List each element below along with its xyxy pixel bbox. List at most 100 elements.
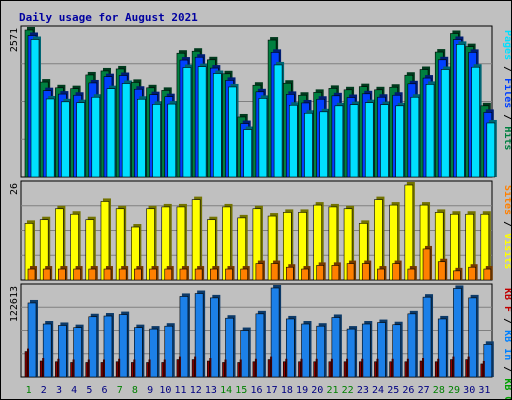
legend-entry-hits-files-pages-3: / bbox=[502, 108, 512, 126]
bar-sites-20 bbox=[316, 265, 324, 281]
legend-entry-kb-in-out-f-0: KB F bbox=[502, 288, 512, 312]
x-tick-label-1: 1 bbox=[26, 385, 32, 396]
x-tick-label-18: 18 bbox=[281, 385, 293, 396]
bar-pages-21 bbox=[334, 105, 344, 178]
bar-kb-f-18-shadow bbox=[285, 358, 288, 377]
bar-kb-in-13 bbox=[210, 297, 219, 378]
x-tick-label-10: 10 bbox=[159, 385, 171, 396]
bar-kb-in-29 bbox=[453, 288, 462, 378]
x-tick-label-9: 9 bbox=[147, 385, 153, 396]
bar-sites-7 bbox=[118, 268, 127, 281]
bar-kb-in-18 bbox=[285, 318, 295, 378]
bar-kb-f-26-shadow bbox=[406, 358, 409, 377]
bar-kb-in-27 bbox=[422, 296, 432, 378]
bar-pages-24 bbox=[380, 104, 389, 178]
bar-kb-f-29 bbox=[450, 359, 453, 378]
bar-sites-22 bbox=[346, 263, 355, 281]
ymax-label-kb-in-out-f: 122613 bbox=[9, 286, 20, 322]
bar-pages-13 bbox=[213, 73, 222, 178]
bar-kb-in-19 bbox=[301, 323, 310, 378]
legend-entry-hits-files-pages-2: Files bbox=[502, 78, 512, 108]
bar-sites-26 bbox=[407, 268, 416, 281]
bar-kb-f-8-shadow bbox=[133, 359, 136, 377]
bar-kb-f-9 bbox=[146, 362, 149, 378]
bar-kb-in-7 bbox=[118, 314, 128, 378]
bar-kb-in-10 bbox=[164, 325, 174, 378]
bar-kb-f-25-shadow bbox=[391, 358, 394, 377]
bar-kb-f-7-shadow bbox=[118, 358, 121, 377]
legend-entry-kb-in-out-f-3: / bbox=[502, 360, 512, 378]
bar-sites-27 bbox=[422, 248, 431, 281]
bar-kb-f-12 bbox=[191, 359, 195, 378]
bar-sites-28 bbox=[437, 261, 446, 281]
bar-sites-12 bbox=[194, 268, 203, 281]
bar-kb-in-24 bbox=[377, 322, 386, 378]
bar-kb-f-4 bbox=[70, 362, 73, 378]
bar-pages-20 bbox=[319, 111, 328, 178]
bar-kb-f-22-shadow bbox=[346, 358, 349, 377]
bar-kb-f-2 bbox=[39, 360, 43, 378]
bar-kb-f-5 bbox=[85, 362, 89, 378]
bar-kb-f-28 bbox=[434, 361, 438, 378]
bar-sites-14 bbox=[225, 268, 233, 281]
bar-kb-f-27-shadow bbox=[422, 358, 425, 377]
x-tick-label-17: 17 bbox=[266, 385, 278, 396]
bar-kb-f-21 bbox=[328, 361, 332, 378]
bar-sites-5 bbox=[88, 268, 97, 281]
bar-sites-31 bbox=[483, 268, 492, 281]
x-tick-label-27: 27 bbox=[418, 385, 430, 396]
chart-title: Daily usage for August 2021 bbox=[19, 11, 198, 24]
bar-kb-f-23-shadow bbox=[361, 358, 364, 377]
bar-sites-24 bbox=[377, 268, 385, 281]
bar-kb-f-4-shadow bbox=[72, 359, 75, 377]
right-legend-kb-in-out-f: KB F / KB In / KB Out bbox=[502, 288, 512, 400]
x-tick-label-5: 5 bbox=[86, 385, 92, 396]
bar-pages-3 bbox=[61, 101, 70, 178]
bar-kb-f-15 bbox=[237, 362, 241, 378]
x-tick-label-28: 28 bbox=[433, 385, 445, 396]
bar-sites-8 bbox=[134, 268, 142, 281]
bar-kb-f-12-shadow bbox=[194, 356, 197, 377]
bar-pages-5 bbox=[91, 96, 101, 178]
bar-pages-23 bbox=[364, 102, 374, 178]
bar-pages-12 bbox=[197, 66, 207, 178]
bar-kb-in-25 bbox=[392, 324, 401, 378]
bar-kb-f-19 bbox=[298, 361, 301, 378]
bar-kb-in-16 bbox=[255, 313, 265, 378]
bar-kb-f-1-shadow bbox=[27, 348, 29, 377]
bar-kb-in-17 bbox=[270, 287, 280, 378]
bar-kb-f-21-shadow bbox=[330, 358, 333, 377]
right-legend-hits-files-pages: Pages / Files / Hits bbox=[502, 30, 512, 150]
x-tick-label-26: 26 bbox=[402, 385, 414, 396]
bar-kb-f-11 bbox=[176, 359, 180, 378]
legend-entry-hits-files-pages-0: Pages bbox=[502, 30, 512, 60]
x-tick-label-6: 6 bbox=[102, 385, 108, 396]
x-tick-label-31: 31 bbox=[478, 385, 490, 396]
bar-pages-14 bbox=[228, 86, 237, 178]
legend-entry-visits-sites-0: Sites bbox=[502, 185, 512, 215]
bar-pages-4 bbox=[76, 102, 85, 178]
legend-entry-kb-in-out-f-1: / bbox=[502, 312, 512, 330]
x-tick-label-21: 21 bbox=[326, 385, 338, 396]
legend-entry-kb-in-out-f-4: KB Out bbox=[502, 378, 512, 400]
bar-kb-f-19-shadow bbox=[300, 358, 303, 377]
bar-kb-f-3 bbox=[55, 361, 58, 378]
bar-kb-f-24-shadow bbox=[376, 358, 379, 377]
bar-kb-f-28-shadow bbox=[437, 358, 440, 377]
x-tick-label-8: 8 bbox=[132, 385, 138, 396]
bar-kb-in-4 bbox=[73, 327, 82, 378]
bar-kb-f-6-shadow bbox=[102, 359, 105, 377]
bar-kb-f-22 bbox=[343, 361, 347, 378]
bar-pages-29 bbox=[456, 44, 465, 178]
x-tick-label-13: 13 bbox=[205, 385, 217, 396]
bar-kb-f-6 bbox=[100, 362, 104, 378]
bar-kb-in-22 bbox=[346, 328, 356, 378]
x-tick-label-15: 15 bbox=[235, 385, 247, 396]
bar-kb-in-5 bbox=[88, 316, 98, 378]
x-tick-label-7: 7 bbox=[117, 385, 123, 396]
right-legend-visits-sites: Sites / Visits bbox=[502, 185, 512, 269]
bar-pages-19 bbox=[304, 112, 313, 178]
x-tick-label-23: 23 bbox=[357, 385, 369, 396]
